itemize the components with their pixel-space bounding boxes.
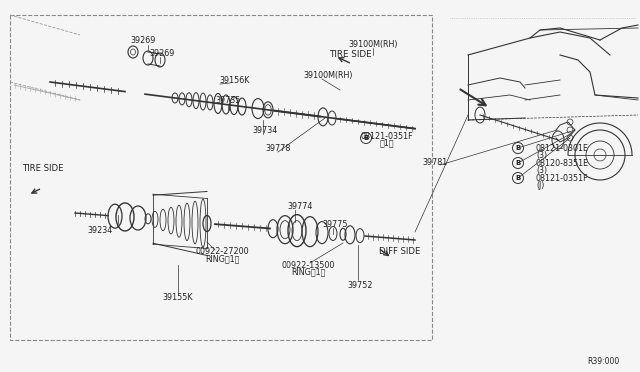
Text: 39269: 39269 [131,35,156,45]
Text: TIRE SIDE: TIRE SIDE [329,49,371,58]
Text: R39:000: R39:000 [588,357,620,366]
Text: 39100M(RH): 39100M(RH) [303,71,353,80]
Text: 39752: 39752 [348,280,372,289]
Text: 00922-27200: 00922-27200 [195,247,249,257]
Text: 08120-8351E: 08120-8351E [536,158,589,167]
Text: B: B [515,145,520,151]
Text: TIRE SIDE: TIRE SIDE [22,164,63,173]
Text: 08121-0351F: 08121-0351F [361,131,413,141]
Text: 39774: 39774 [287,202,313,211]
Text: 39269: 39269 [149,48,175,58]
Text: 39734: 39734 [252,125,278,135]
Text: 39100M(RH): 39100M(RH) [348,39,397,48]
Text: RING〈1〉: RING〈1〉 [291,267,325,276]
Text: 00922-13500: 00922-13500 [282,260,335,269]
Text: 39775: 39775 [323,219,348,228]
Text: 39156K: 39156K [220,76,250,84]
Text: 08121-0351F: 08121-0351F [536,173,589,183]
Text: (J): (J) [536,180,545,189]
Text: 〈1〉: 〈1〉 [380,138,394,148]
Text: 39735: 39735 [215,96,241,105]
Text: RING〈1〉: RING〈1〉 [205,254,239,263]
Text: B: B [364,135,369,141]
Text: 39155K: 39155K [163,292,193,301]
Text: DIFF SIDE: DIFF SIDE [380,247,420,257]
Text: B: B [515,175,520,181]
Text: 39778: 39778 [266,144,291,153]
Text: (3): (3) [536,166,547,174]
Text: (3): (3) [536,151,547,160]
Text: 39234: 39234 [88,225,113,234]
Text: 08121-0301E: 08121-0301E [536,144,589,153]
Text: 39781: 39781 [422,157,447,167]
Text: B: B [515,160,520,166]
